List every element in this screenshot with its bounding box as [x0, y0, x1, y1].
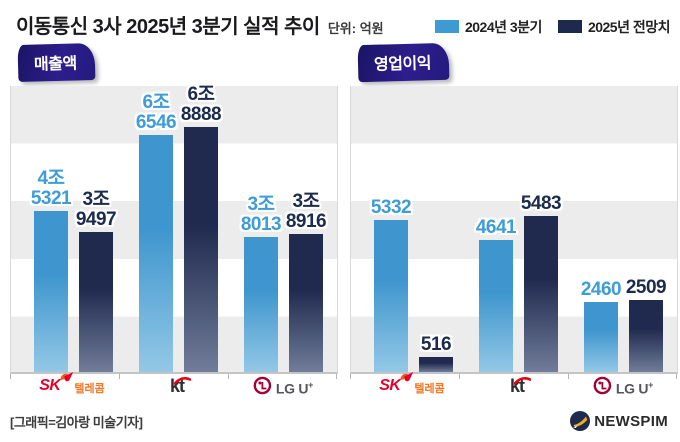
bar-label-2024-kt: 6조 6546 — [135, 92, 177, 133]
operating-profit-chart: 5332 4641 2460 516 5483 2509 — [350, 86, 678, 379]
unit-label: 단위: 억원 — [327, 21, 384, 36]
lg-symbol-icon — [593, 376, 612, 400]
revenue-chart: 4조 5321 6조 6546 3조 8013 3조 9497 6조 8888 3조 89… — [10, 84, 338, 379]
axis-tick — [228, 374, 229, 379]
legend-item-2024: 2024년 3분기 — [434, 17, 542, 37]
legend-swatch-2025-icon — [557, 20, 582, 33]
credit-text: [그래픽=김아랑 미술기자] — [10, 414, 143, 430]
bar-2024-kt — [479, 240, 513, 372]
kt-swoosh-icon — [173, 372, 192, 390]
operating-profit-ribbon: 영업이익 — [357, 42, 450, 83]
newspim-logo: NEWSPIM — [570, 411, 668, 431]
kt-swoosh-icon — [513, 372, 532, 390]
company-logo-kt: kt — [169, 376, 192, 397]
revenue-panel: 매출액 4조 5321 6조 6546 3조 8013 3조 9497 6조 8888 3… — [10, 42, 338, 403]
bar-label-2024-lgu: 3조 8013 — [240, 194, 282, 235]
revenue-company-logos: SK 텔레콤 kt LG U+ — [10, 372, 338, 403]
revenue-ribbon: 매출액 — [17, 43, 96, 82]
lg-wordmark: LG U+ — [615, 379, 654, 397]
kt-wordmark: kt — [509, 376, 525, 396]
bar-label-2025-lgu: 2509 — [625, 277, 667, 298]
bar-2025-sk — [79, 232, 113, 372]
lg-plus: + — [648, 379, 654, 390]
bar-label-2025-kt: 5483 — [520, 193, 562, 214]
sk-wordmark: SK — [379, 376, 401, 394]
bar-label-2025-kt: 6조 8888 — [180, 84, 222, 125]
company-logo-sk: SK 텔레콤 — [379, 372, 445, 395]
kt-wordmark-wrap: kt — [509, 376, 532, 397]
bar-label-2024-lgu: 2460 — [580, 279, 622, 300]
sk-butterfly-icon — [59, 370, 75, 389]
lg-plus: + — [308, 379, 314, 390]
bar-2025-sk — [419, 357, 453, 372]
bar-2024-sk — [374, 220, 408, 372]
bar-2024-lgu — [244, 237, 278, 372]
legend-label-2024: 2024년 3분기 — [464, 18, 542, 35]
bar-2025-kt — [524, 216, 558, 372]
page-title: 이동통신 3사 2025년 3분기 실적 추이 — [16, 16, 320, 38]
company-logo-lgu: LG U+ — [253, 376, 313, 400]
bar-2024-kt — [139, 135, 173, 372]
axis-tick — [350, 374, 351, 379]
lg-symbol-icon — [253, 376, 272, 400]
bar-2024-sk — [34, 211, 68, 372]
axis-tick — [568, 374, 569, 379]
sk-telecom-label: 텔레콤 — [414, 382, 445, 395]
company-logo-lgu: LG U+ — [593, 376, 653, 400]
company-logo-sk: SK 텔레콤 — [39, 372, 105, 395]
footer: [그래픽=김아랑 미술기자] NEWSPIM — [0, 403, 680, 431]
axis-tick — [676, 374, 677, 379]
axis-tick — [10, 374, 11, 379]
bar-label-2025-sk: 516 — [420, 334, 452, 355]
bar-label-2025-lgu: 3조 8916 — [285, 191, 327, 232]
bar-label-2024-sk: 5332 — [370, 197, 412, 218]
sk-wordmark: SK — [39, 376, 61, 394]
lg-wordmark: LG U+ — [275, 379, 314, 397]
legend-swatch-2024-icon — [434, 20, 459, 33]
newspim-icon — [570, 411, 591, 431]
newspim-wordmark: NEWSPIM — [594, 412, 668, 430]
bar-label-2024-sk: 4조 5321 — [30, 168, 72, 209]
kt-wordmark: kt — [169, 376, 185, 396]
bar-label-2024-kt: 4641 — [475, 217, 517, 238]
company-logo-kt: kt — [509, 376, 532, 397]
legend-label-2025: 2025년 전망치 — [587, 18, 671, 35]
charts-row: 매출액 4조 5321 6조 6546 3조 8013 3조 9497 6조 8888 3… — [0, 42, 680, 403]
bar-label-2025-sk: 3조 9497 — [75, 189, 117, 230]
operating-profit-company-logos: SK 텔레콤 kt LG U+ — [350, 372, 678, 403]
axis-tick — [336, 374, 337, 379]
bar-2025-kt — [184, 127, 218, 372]
legend-item-2025: 2025년 전망치 — [557, 17, 671, 37]
bar-2025-lgu — [629, 300, 663, 372]
axis-tick — [119, 374, 120, 379]
bar-2025-lgu — [289, 234, 323, 372]
bar-2024-lgu — [584, 302, 618, 372]
operating-profit-panel: 영업이익 5332 4641 2460 516 5483 2509 SK 텔레콤 kt LG U… — [350, 42, 678, 403]
sk-butterfly-icon — [399, 370, 415, 389]
legend: 2024년 3분기 2025년 전망치 — [434, 17, 674, 37]
axis-tick — [459, 374, 460, 379]
kt-wordmark-wrap: kt — [169, 376, 192, 397]
sk-telecom-label: 텔레콤 — [74, 382, 105, 395]
header: 이동통신 3사 2025년 3분기 실적 추이 단위: 억원 2024년 3분기… — [0, 0, 680, 40]
